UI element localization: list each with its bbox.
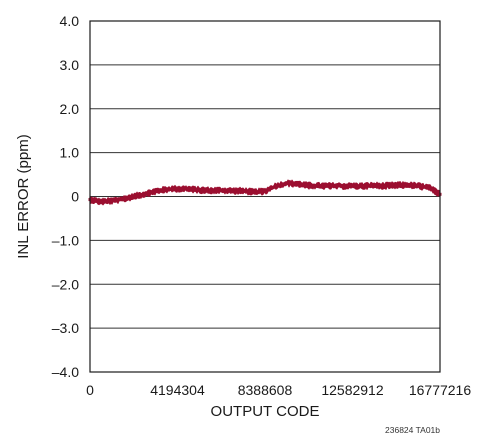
x-tick-label: 12582912 [321, 382, 384, 398]
data-point [372, 184, 376, 188]
y-tick-label: 3.0 [60, 57, 80, 73]
plot-frame [89, 20, 441, 373]
data-point [405, 183, 409, 187]
data-point [186, 187, 190, 191]
data-point [165, 187, 169, 191]
data-point [121, 197, 125, 201]
data-point [394, 183, 398, 187]
y-tick-label: –4.0 [52, 364, 79, 380]
x-tick-label: 16777216 [409, 382, 472, 398]
data-point [143, 192, 147, 196]
data-point [329, 184, 333, 188]
x-axis-tick-labels: 0 4194304 8388608 12582912 16777216 [86, 382, 471, 398]
data-point [263, 189, 267, 193]
y-tick-label: 0 [71, 189, 79, 205]
data-point [285, 181, 289, 185]
data-point [416, 184, 420, 188]
x-tick-label: 0 [86, 382, 94, 398]
data-point [197, 188, 201, 192]
data-point [307, 184, 311, 188]
data-point [230, 189, 234, 193]
data-point [208, 188, 212, 192]
data-point [361, 184, 365, 188]
y-tick-label: 1.0 [60, 145, 80, 161]
series-layer [88, 179, 442, 206]
data-point [219, 188, 223, 192]
x-tick-label: 8388608 [238, 382, 293, 398]
data-point [176, 187, 179, 191]
data-point [252, 190, 256, 194]
figure-id-label: 236824 TA01b [385, 425, 440, 435]
data-point [427, 186, 431, 190]
data-point [340, 184, 344, 188]
data-point [110, 199, 114, 203]
data-point [351, 184, 354, 188]
data-point [241, 189, 245, 193]
x-tick-label: 4194304 [150, 382, 205, 398]
data-point [296, 182, 300, 186]
data-point [99, 200, 103, 204]
y-axis-tick-labels: 4.0 3.0 2.0 1.0 0 –1.0 –2.0 –3.0 –4.0 [52, 13, 79, 380]
data-point [318, 184, 322, 188]
y-tick-label: –2.0 [52, 276, 79, 292]
y-tick-label: –3.0 [52, 320, 79, 336]
data-point [132, 195, 136, 198]
y-tick-label: –1.0 [52, 232, 79, 248]
y-tick-label: 4.0 [60, 13, 80, 29]
y-tick-label: 2.0 [60, 101, 80, 117]
data-point [154, 189, 158, 193]
y-axis-title: INL ERROR (ppm) [15, 134, 32, 258]
x-axis-title: OUTPUT CODE [211, 403, 320, 420]
data-point [383, 184, 387, 188]
data-point [274, 184, 278, 188]
